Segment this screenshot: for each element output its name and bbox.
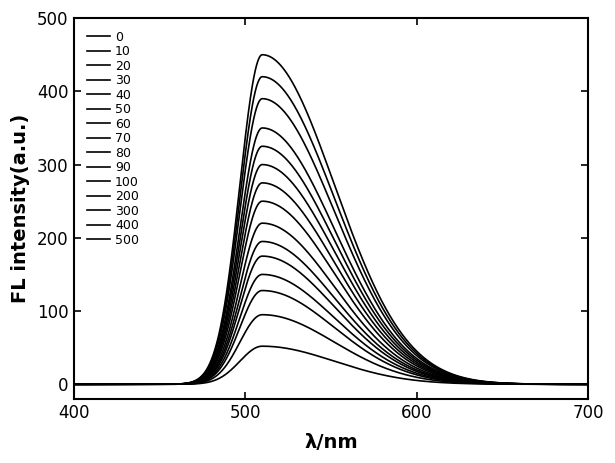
- Y-axis label: FL intensity(a.u.): FL intensity(a.u.): [11, 114, 30, 303]
- Legend: 0, 10, 20, 30, 40, 50, 60, 70, 80, 90, 100, 200, 300, 400, 500: 0, 10, 20, 30, 40, 50, 60, 70, 80, 90, 1…: [85, 28, 141, 249]
- X-axis label: λ/nm: λ/nm: [304, 433, 358, 452]
